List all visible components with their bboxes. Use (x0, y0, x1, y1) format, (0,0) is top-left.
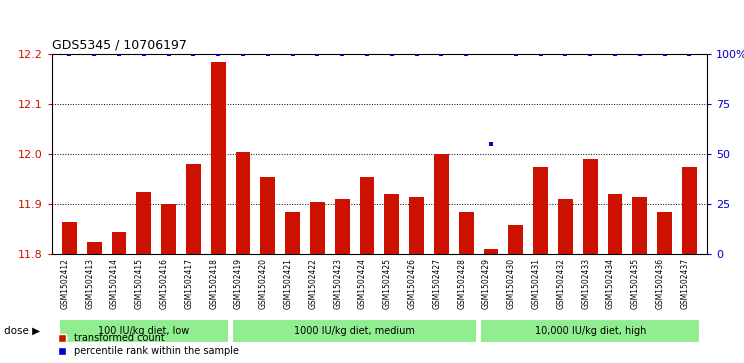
Text: GSM1502425: GSM1502425 (383, 258, 392, 309)
Bar (484, 249, 498, 254)
Bar (359, 177, 374, 254)
Text: GSM1502431: GSM1502431 (532, 258, 541, 309)
Text: GSM1502427: GSM1502427 (432, 258, 441, 309)
Text: GSM1502419: GSM1502419 (234, 258, 243, 309)
Bar (62, 222, 77, 254)
Text: GSM1502422: GSM1502422 (309, 258, 318, 309)
Bar (112, 232, 126, 254)
Bar (434, 154, 449, 254)
Text: GSM1502436: GSM1502436 (655, 258, 664, 309)
Text: GSM1502418: GSM1502418 (209, 258, 218, 309)
Bar (657, 212, 672, 254)
Bar (335, 199, 350, 254)
Bar (186, 164, 201, 254)
Bar (508, 225, 523, 254)
Bar (409, 197, 424, 254)
Text: dose ▶: dose ▶ (4, 326, 40, 336)
Text: 100 IU/kg diet, low: 100 IU/kg diet, low (98, 326, 190, 336)
Text: GSM1502434: GSM1502434 (606, 258, 615, 309)
Bar (558, 199, 573, 254)
Bar (459, 212, 474, 254)
Bar (385, 194, 400, 254)
Bar (285, 212, 300, 254)
Bar (136, 192, 151, 254)
Bar (161, 204, 176, 254)
Bar (533, 167, 548, 254)
Text: GSM1502416: GSM1502416 (160, 258, 169, 309)
Text: 1000 IU/kg diet, medium: 1000 IU/kg diet, medium (294, 326, 415, 336)
Text: GSM1502432: GSM1502432 (557, 258, 565, 309)
Text: GSM1502428: GSM1502428 (458, 258, 466, 309)
Text: GSM1502426: GSM1502426 (408, 258, 417, 309)
Legend: transformed count, percentile rank within the sample: transformed count, percentile rank withi… (57, 333, 240, 356)
Text: GSM1502437: GSM1502437 (681, 258, 690, 309)
Bar (260, 177, 275, 254)
Bar (583, 159, 597, 254)
Bar (236, 152, 251, 254)
Text: GSM1502435: GSM1502435 (631, 258, 640, 309)
Text: GSM1502433: GSM1502433 (581, 258, 590, 309)
Text: GSM1502412: GSM1502412 (60, 258, 69, 309)
Bar (682, 167, 697, 254)
Text: GSM1502413: GSM1502413 (86, 258, 94, 309)
Bar (87, 242, 102, 254)
Text: GDS5345 / 10706197: GDS5345 / 10706197 (52, 39, 187, 52)
Text: GSM1502415: GSM1502415 (135, 258, 144, 309)
Bar (632, 197, 647, 254)
Text: GSM1502420: GSM1502420 (259, 258, 268, 309)
Text: GSM1502417: GSM1502417 (185, 258, 193, 309)
Text: 10,000 IU/kg diet, high: 10,000 IU/kg diet, high (534, 326, 646, 336)
Text: GSM1502429: GSM1502429 (482, 258, 491, 309)
Text: GSM1502414: GSM1502414 (110, 258, 119, 309)
Bar (608, 194, 623, 254)
Text: GSM1502424: GSM1502424 (358, 258, 367, 309)
Text: GSM1502423: GSM1502423 (333, 258, 342, 309)
Bar (310, 202, 325, 254)
Bar (211, 62, 225, 254)
Text: GSM1502430: GSM1502430 (507, 258, 516, 309)
Text: GSM1502421: GSM1502421 (283, 258, 292, 309)
